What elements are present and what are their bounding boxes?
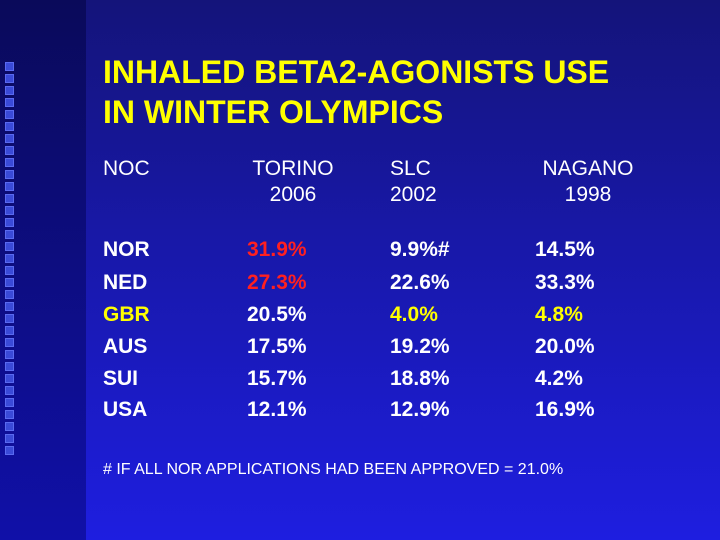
square — [5, 302, 14, 311]
square — [5, 362, 14, 371]
square — [5, 206, 14, 215]
row-label: USA — [103, 398, 148, 421]
title-line: IN WINTER OLYMPICS — [103, 94, 444, 130]
table-cell: 20.0% — [535, 335, 595, 358]
square — [5, 194, 14, 203]
square — [5, 158, 14, 167]
square — [5, 182, 14, 191]
square — [5, 398, 14, 407]
table-cell: 16.9% — [535, 398, 595, 421]
square — [5, 230, 14, 239]
header-text: 2002 — [390, 183, 437, 206]
square — [5, 254, 14, 263]
footnote: # IF ALL NOR APPLICATIONS HAD BEEN APPRO… — [103, 461, 564, 478]
row-label: AUS — [103, 335, 148, 358]
square — [5, 62, 14, 71]
table-cell: 12.9% — [390, 398, 450, 421]
square — [5, 338, 14, 347]
square — [5, 374, 14, 383]
row-label: GBR — [103, 303, 150, 326]
row-label: NOR — [103, 238, 150, 261]
row-label: SUI — [103, 367, 139, 390]
table-cell: 20.5% — [247, 303, 307, 326]
title-line: INHALED BETA2-AGONISTS USE — [103, 54, 610, 90]
square — [5, 290, 14, 299]
square — [5, 170, 14, 179]
table-cell: 22.6% — [390, 271, 450, 294]
header-text: TORINO — [252, 157, 334, 180]
row-label: NED — [103, 271, 148, 294]
side-strip — [0, 0, 86, 540]
table-cell: 17.5% — [247, 335, 307, 358]
table-cell: 12.1% — [247, 398, 307, 421]
table-cell: 19.2% — [390, 335, 450, 358]
square — [5, 266, 14, 275]
square — [5, 146, 14, 155]
square — [5, 86, 14, 95]
header-text: 2006 — [269, 183, 317, 206]
square — [5, 122, 14, 131]
table-cell: 9.9%# — [390, 238, 450, 261]
table-cell: 4.0% — [390, 303, 438, 326]
header-text: 1998 — [564, 183, 612, 206]
table-cell: 15.7% — [247, 367, 307, 390]
square — [5, 74, 14, 83]
square — [5, 410, 14, 419]
header-text: SLC — [390, 157, 431, 180]
table-cell: 27.3% — [247, 271, 307, 294]
square — [5, 350, 14, 359]
square — [5, 134, 14, 143]
square — [5, 386, 14, 395]
square — [5, 242, 14, 251]
square — [5, 326, 14, 335]
table-cell: 14.5% — [535, 238, 595, 261]
square — [5, 218, 14, 227]
table-cell: 33.3% — [535, 271, 595, 294]
square — [5, 278, 14, 287]
table-cell: 31.9% — [247, 238, 307, 261]
table-cell: 18.8% — [390, 367, 450, 390]
table-cell: 4.2% — [535, 367, 583, 390]
square — [5, 314, 14, 323]
header-text: NOC — [103, 157, 150, 180]
header-text: NAGANO — [542, 157, 634, 180]
table-cell: 4.8% — [535, 303, 583, 326]
square — [5, 422, 14, 431]
square — [5, 110, 14, 119]
square — [5, 446, 14, 455]
square — [5, 98, 14, 107]
square — [5, 434, 14, 443]
